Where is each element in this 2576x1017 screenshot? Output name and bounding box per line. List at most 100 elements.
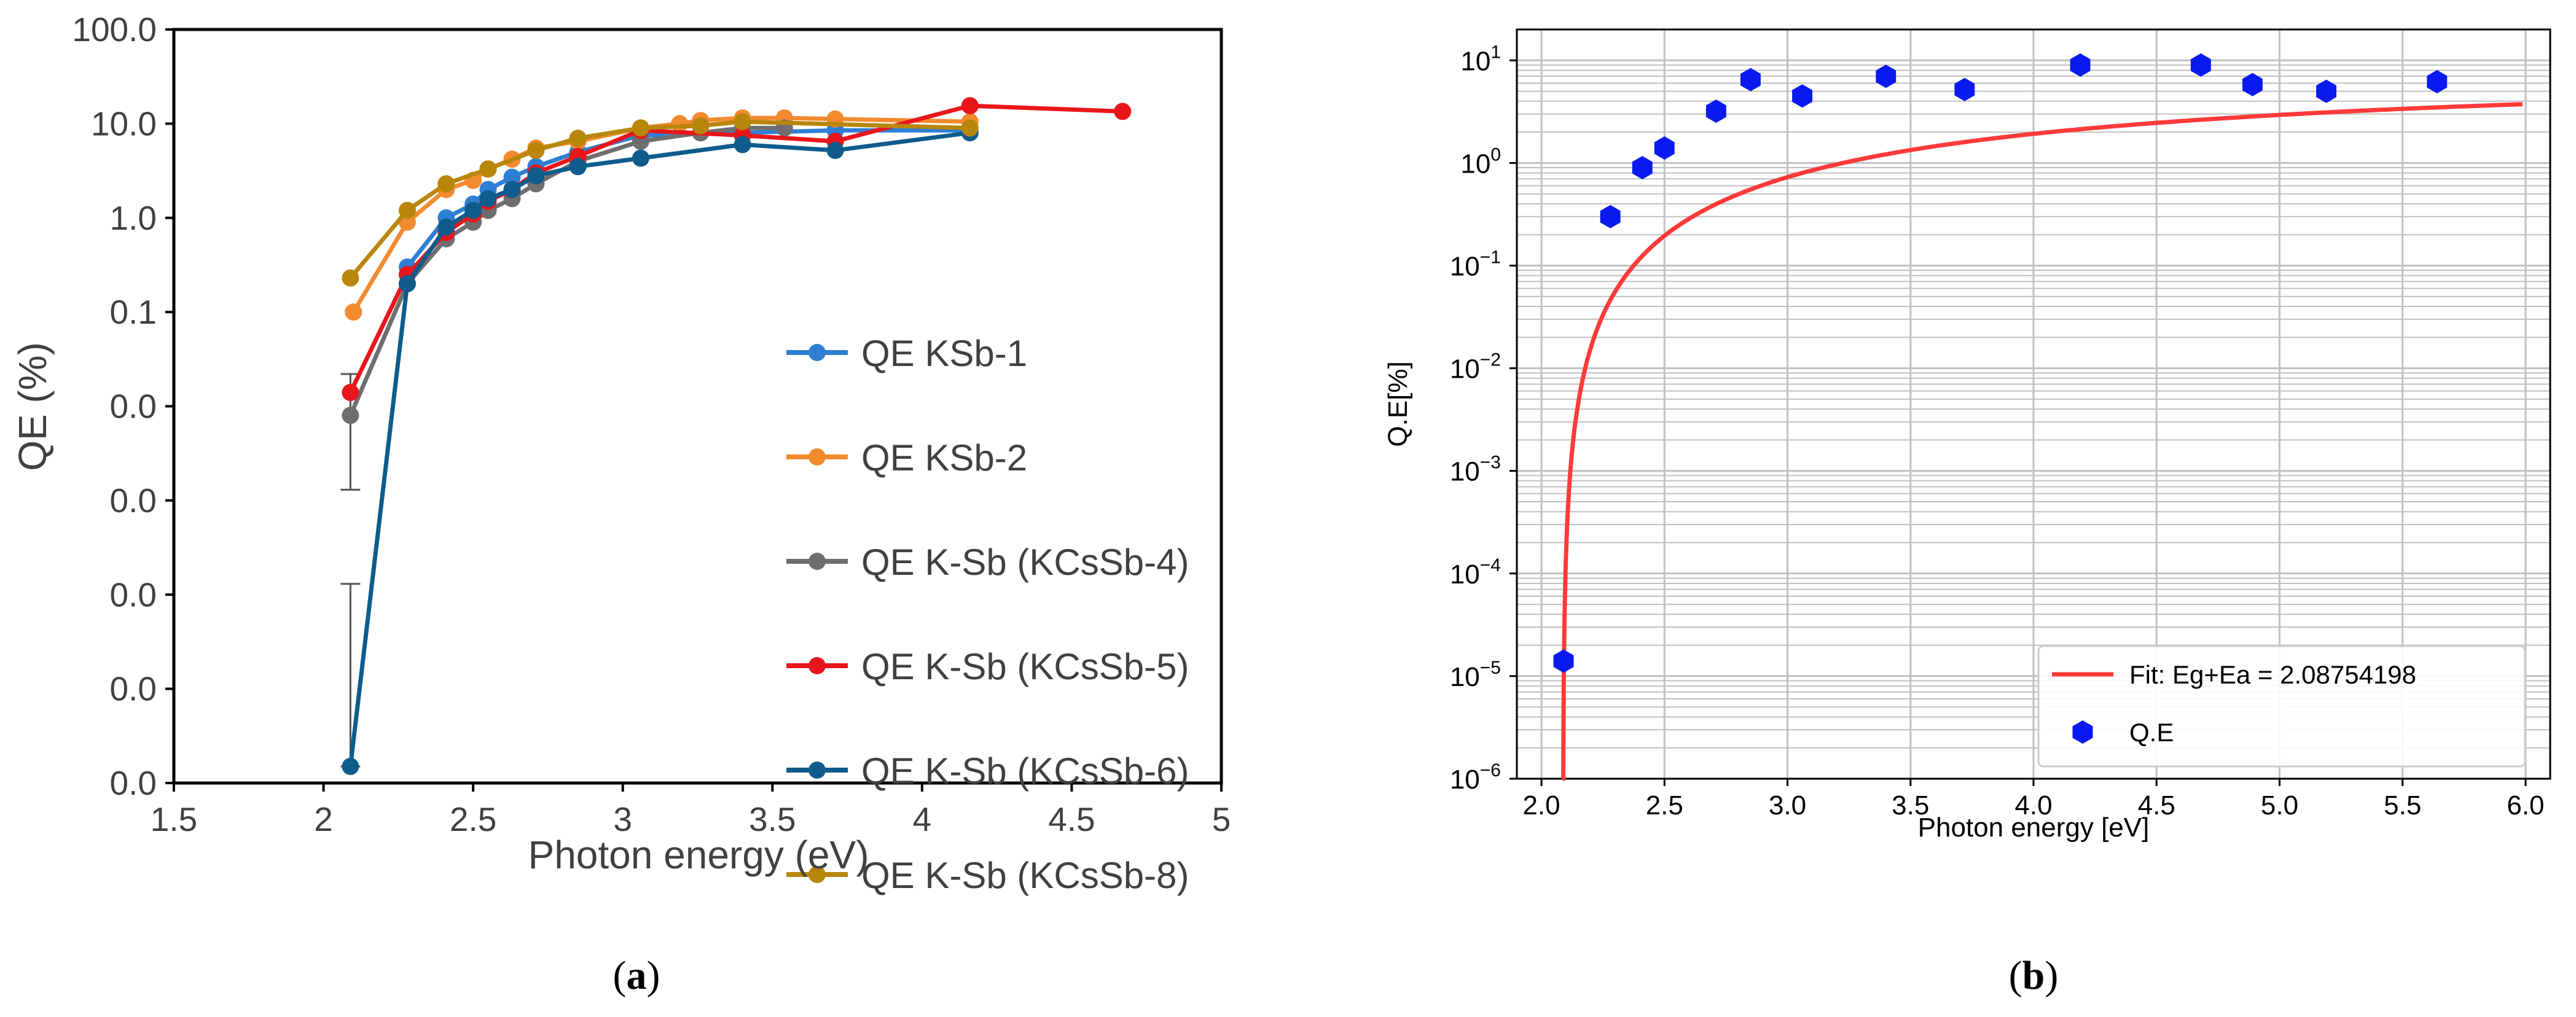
data-point xyxy=(1114,103,1132,120)
chart-b-fit-line xyxy=(1561,102,2523,781)
data-point xyxy=(734,113,751,131)
x-tick-label: 3.0 xyxy=(1769,790,1806,820)
x-tick-label: 4.0 xyxy=(2014,790,2052,820)
data-point xyxy=(503,168,521,186)
data-point xyxy=(342,269,359,287)
legend-label: QE KSb-2 xyxy=(861,437,1027,478)
data-point xyxy=(1740,68,1761,92)
chart-b-y-axis-label: Q.E[%] xyxy=(1383,361,1413,446)
legend-marker xyxy=(808,448,826,466)
y-tick-label: 10−3 xyxy=(1450,453,1501,487)
chart-a-panel-label: (a) xyxy=(613,953,660,998)
y-tick-label: 1.0 xyxy=(110,199,157,237)
data-point xyxy=(1654,136,1675,160)
data-point xyxy=(479,190,497,208)
data-point xyxy=(398,275,416,292)
y-tick-label: 0.0 xyxy=(110,481,157,520)
legend-marker xyxy=(808,657,826,674)
x-tick-label: 4.5 xyxy=(1048,800,1095,838)
chart-a-legend: QE KSb-1 QE KSb-2 QE K-Sb (KCsSb-4) QE K-Sb… xyxy=(786,333,1189,896)
data-point xyxy=(632,119,649,137)
x-tick-label: 6.0 xyxy=(2507,790,2544,820)
data-point xyxy=(342,384,359,402)
data-point xyxy=(2070,53,2091,77)
y-tick-label: 101 xyxy=(1460,42,1501,76)
x-tick-label: 2.0 xyxy=(1522,790,1560,820)
legend-marker xyxy=(808,762,826,779)
data-point xyxy=(632,149,649,167)
x-tick-label: 4 xyxy=(913,800,932,838)
data-point xyxy=(961,119,979,137)
data-point xyxy=(464,201,482,219)
data-point xyxy=(342,757,359,775)
x-tick-label: 2.5 xyxy=(1646,790,1683,820)
data-point xyxy=(479,160,497,178)
data-point xyxy=(527,167,545,185)
y-tick-label: 10−2 xyxy=(1450,350,1501,384)
series-line xyxy=(348,119,970,279)
data-point xyxy=(569,158,587,176)
y-tick-label: 0.0 xyxy=(110,764,157,802)
data-point xyxy=(342,407,359,424)
data-point xyxy=(2316,79,2336,103)
x-tick-label: 1.5 xyxy=(151,800,197,838)
chart-a-y-axis-label: QE (%) xyxy=(10,342,55,471)
legend-label: Q.E xyxy=(2129,718,2174,747)
y-tick-label: 10.0 xyxy=(91,104,157,142)
chart-b-points xyxy=(1553,53,2448,673)
series-qe-k-sb-kcssb-8 xyxy=(342,113,979,287)
y-tick-label: 10−6 xyxy=(1450,760,1501,795)
legend-label: QE K-Sb (KCsSb-8) xyxy=(861,855,1189,896)
data-point xyxy=(398,201,416,219)
chart-b-legend: Fit: Eg+Ea = 2.08754198 Q.E xyxy=(2037,645,2526,768)
x-tick-label: 3 xyxy=(613,800,632,838)
y-tick-label: 10−4 xyxy=(1450,555,1501,590)
data-point xyxy=(671,115,689,133)
chart-a-x-ticks: 1.5 2 2.5 3 3.5 4 4.5 5 xyxy=(151,783,1231,838)
legend-marker xyxy=(2072,720,2093,744)
data-point xyxy=(1632,156,1653,179)
data-point xyxy=(1954,77,1975,101)
y-tick-label: 0.1 xyxy=(110,293,157,331)
chart-a: 0.0 0.0 0.0 0.0 0.0 0.1 1.0 10.0 100.0 1.5 2 2.5 3 3… xyxy=(10,10,1231,998)
data-point xyxy=(1876,64,1897,88)
data-point xyxy=(1705,99,1726,123)
data-point xyxy=(961,97,979,115)
series-qe-k-sb-kcssb-6 xyxy=(342,124,979,775)
legend-label: QE K-Sb (KCsSb-4) xyxy=(861,542,1189,583)
series-line xyxy=(348,130,971,767)
chart-a-series xyxy=(342,97,1132,775)
y-tick-label: 10−1 xyxy=(1450,247,1501,282)
data-point xyxy=(826,141,844,159)
legend-marker xyxy=(808,553,826,570)
chart-a-y-ticks: 0.0 0.0 0.0 0.0 0.0 0.1 1.0 10.0 100.0 xyxy=(72,10,174,802)
x-tick-label: 3.5 xyxy=(1892,790,1929,820)
x-tick-label: 5.5 xyxy=(2384,790,2421,820)
legend-label: Fit: Eg+Ea = 2.08754198 xyxy=(2129,660,2416,689)
data-point xyxy=(345,303,362,321)
legend-box xyxy=(2037,645,2526,768)
legend-marker xyxy=(808,866,826,883)
data-point xyxy=(692,117,710,134)
chart-b: 10−6 10−5 10−4 10−3 10−2 10−1 100 101 2.0 2.5 3.0… xyxy=(1383,28,2551,998)
y-tick-label: 0.0 xyxy=(110,575,157,614)
data-point xyxy=(1553,649,1574,673)
y-tick-label: 0.0 xyxy=(110,670,157,708)
x-tick-label: 4.5 xyxy=(2138,790,2175,820)
x-tick-label: 5 xyxy=(1212,800,1231,838)
legend-label: QE KSb-1 xyxy=(861,333,1027,374)
x-tick-label: 2 xyxy=(314,800,333,838)
legend-label: QE K-Sb (KCsSb-5) xyxy=(861,646,1189,687)
chart-b-x-ticks: 2.0 2.5 3.0 3.5 4.0 4.5 5.0 5.5 6.0 xyxy=(1522,779,2545,820)
data-point xyxy=(503,181,521,198)
x-tick-label: 3.5 xyxy=(749,800,796,838)
data-point xyxy=(734,136,751,154)
data-point xyxy=(437,175,455,193)
data-point xyxy=(569,130,587,147)
y-tick-label: 0.0 xyxy=(110,388,157,426)
legend-label: QE K-Sb (KCsSb-6) xyxy=(861,750,1189,792)
data-point xyxy=(1792,84,1812,108)
x-tick-label: 2.5 xyxy=(450,800,496,838)
chart-b-panel-label: (b) xyxy=(2009,953,2059,998)
